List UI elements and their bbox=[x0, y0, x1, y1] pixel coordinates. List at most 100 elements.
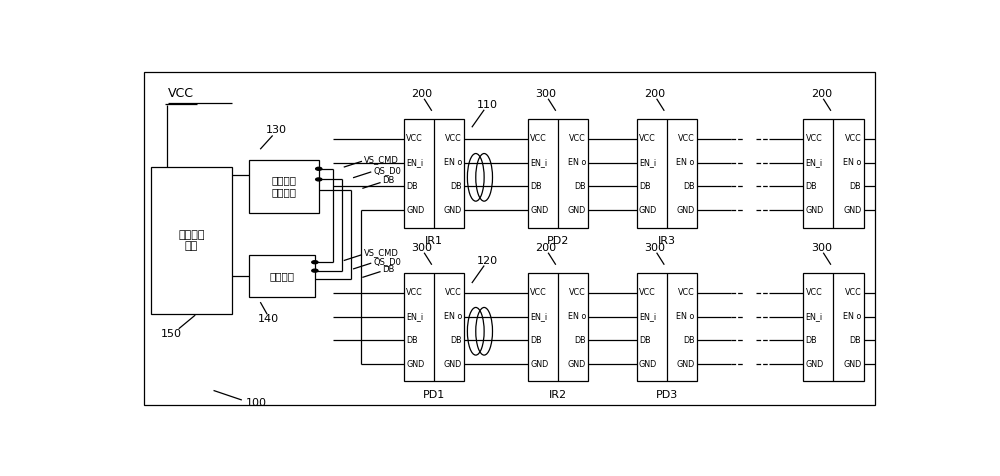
Text: GND: GND bbox=[805, 360, 824, 369]
Text: DB: DB bbox=[406, 182, 418, 191]
Text: VCC: VCC bbox=[844, 288, 861, 298]
Text: GND: GND bbox=[639, 206, 657, 215]
Text: GND: GND bbox=[843, 206, 861, 215]
Text: VCC: VCC bbox=[530, 134, 547, 143]
Text: 200: 200 bbox=[644, 89, 665, 99]
Text: QS_D0: QS_D0 bbox=[373, 166, 401, 175]
Text: 100: 100 bbox=[246, 398, 267, 408]
Text: EN_i: EN_i bbox=[406, 158, 423, 167]
Text: GND: GND bbox=[639, 360, 657, 369]
Text: VCC: VCC bbox=[406, 134, 423, 143]
Text: 150: 150 bbox=[161, 329, 182, 339]
Ellipse shape bbox=[467, 307, 484, 355]
Text: DB: DB bbox=[850, 182, 861, 191]
Text: 300: 300 bbox=[412, 243, 433, 253]
Text: DB: DB bbox=[639, 182, 650, 191]
Text: DB: DB bbox=[574, 182, 586, 191]
Text: GND: GND bbox=[530, 360, 549, 369]
Text: 300: 300 bbox=[536, 89, 557, 99]
Text: DB: DB bbox=[406, 336, 418, 345]
Text: PD3: PD3 bbox=[656, 390, 678, 400]
Text: EN o: EN o bbox=[568, 312, 586, 321]
Text: GND: GND bbox=[676, 206, 695, 215]
Text: 130: 130 bbox=[266, 125, 287, 136]
Circle shape bbox=[312, 261, 318, 264]
Text: VCC: VCC bbox=[569, 288, 586, 298]
Text: EN o: EN o bbox=[843, 158, 861, 167]
Text: VCC: VCC bbox=[168, 87, 194, 100]
Text: DB: DB bbox=[382, 266, 395, 274]
Text: PD2: PD2 bbox=[547, 237, 569, 247]
Text: VCC: VCC bbox=[530, 288, 547, 298]
Text: EN_i: EN_i bbox=[805, 158, 823, 167]
Text: GND: GND bbox=[676, 360, 695, 369]
Text: GND: GND bbox=[406, 206, 425, 215]
Text: VCC: VCC bbox=[639, 288, 656, 298]
Bar bbox=[637, 119, 697, 228]
Circle shape bbox=[312, 269, 318, 272]
Bar bbox=[803, 273, 864, 381]
Text: 140: 140 bbox=[258, 314, 279, 324]
Bar bbox=[151, 167, 232, 314]
Text: GND: GND bbox=[843, 360, 861, 369]
Text: VCC: VCC bbox=[844, 134, 861, 143]
Text: DB: DB bbox=[805, 336, 817, 345]
Bar bbox=[637, 273, 697, 381]
Text: IR3: IR3 bbox=[658, 237, 676, 247]
Bar bbox=[528, 273, 588, 381]
Bar bbox=[528, 119, 588, 228]
Text: 120: 120 bbox=[477, 256, 498, 266]
Text: DB: DB bbox=[450, 336, 462, 345]
Text: GND: GND bbox=[568, 360, 586, 369]
Text: VCC: VCC bbox=[406, 288, 423, 298]
Text: DB: DB bbox=[639, 336, 650, 345]
Text: EN_i: EN_i bbox=[639, 312, 656, 321]
Text: 200: 200 bbox=[536, 243, 557, 253]
Text: PD1: PD1 bbox=[423, 390, 445, 400]
Text: GND: GND bbox=[568, 206, 586, 215]
Text: EN_i: EN_i bbox=[805, 312, 823, 321]
Text: EN_i: EN_i bbox=[530, 158, 547, 167]
Text: 200: 200 bbox=[412, 89, 433, 99]
Bar bbox=[249, 160, 319, 213]
Text: DB: DB bbox=[574, 336, 586, 345]
Text: EN o: EN o bbox=[444, 158, 462, 167]
Bar bbox=[249, 255, 315, 297]
Text: 微处理器
单元: 微处理器 单元 bbox=[178, 229, 205, 251]
Text: 检测电路: 检测电路 bbox=[269, 271, 294, 281]
Bar bbox=[404, 273, 464, 381]
Text: 200: 200 bbox=[811, 89, 832, 99]
Text: VS_CMD: VS_CMD bbox=[364, 248, 399, 258]
Text: DB: DB bbox=[450, 182, 462, 191]
Text: QS_D0: QS_D0 bbox=[373, 257, 401, 266]
Text: 电源信号
编码模块: 电源信号 编码模块 bbox=[271, 176, 296, 197]
Text: GND: GND bbox=[805, 206, 824, 215]
Text: 300: 300 bbox=[811, 243, 832, 253]
Bar bbox=[803, 119, 864, 228]
Text: VCC: VCC bbox=[569, 134, 586, 143]
Text: DB: DB bbox=[850, 336, 861, 345]
Text: GND: GND bbox=[530, 206, 549, 215]
Text: GND: GND bbox=[406, 360, 425, 369]
Circle shape bbox=[316, 178, 322, 181]
Text: EN_i: EN_i bbox=[530, 312, 547, 321]
Text: IR1: IR1 bbox=[425, 237, 443, 247]
Text: EN_i: EN_i bbox=[639, 158, 656, 167]
Text: VCC: VCC bbox=[805, 288, 822, 298]
Text: DB: DB bbox=[805, 182, 817, 191]
Text: VCC: VCC bbox=[678, 288, 695, 298]
Text: 110: 110 bbox=[477, 100, 498, 110]
Bar bbox=[404, 119, 464, 228]
Text: DB: DB bbox=[530, 182, 542, 191]
Text: IR2: IR2 bbox=[549, 390, 567, 400]
Ellipse shape bbox=[467, 154, 484, 201]
Text: EN o: EN o bbox=[444, 312, 462, 321]
Text: VCC: VCC bbox=[805, 134, 822, 143]
Text: DB: DB bbox=[683, 182, 695, 191]
Text: 300: 300 bbox=[644, 243, 665, 253]
Text: EN o: EN o bbox=[843, 312, 861, 321]
Text: DB: DB bbox=[382, 177, 395, 185]
Text: VCC: VCC bbox=[445, 134, 462, 143]
Text: VCC: VCC bbox=[678, 134, 695, 143]
Text: EN o: EN o bbox=[676, 158, 695, 167]
